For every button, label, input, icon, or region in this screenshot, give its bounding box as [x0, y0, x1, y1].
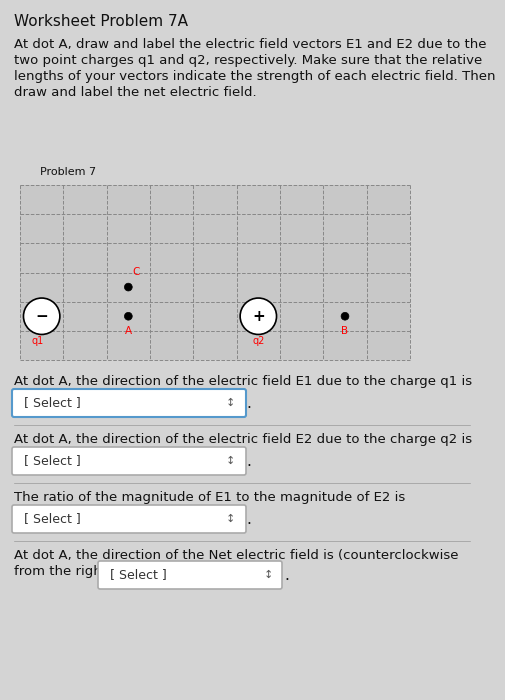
Text: At dot A, the direction of the electric field E2 due to the charge q2 is: At dot A, the direction of the electric …	[14, 433, 472, 446]
Text: .: .	[246, 454, 251, 468]
Text: At dot A, draw and label the electric field vectors E1 and E2 due to the: At dot A, draw and label the electric fi…	[14, 38, 486, 51]
Bar	[20, 185, 410, 360]
Text: draw and label the net electric field.: draw and label the net electric field.	[14, 86, 257, 99]
Text: ↕: ↕	[225, 456, 235, 466]
Text: from the right): from the right)	[14, 565, 112, 578]
Text: two point charges q1 and q2, respectively. Make sure that the relative: two point charges q1 and q2, respectivel…	[14, 54, 482, 67]
Text: At dot A, the direction of the Net electric field is (counterclockwise: At dot A, the direction of the Net elect…	[14, 549, 459, 562]
Circle shape	[124, 312, 132, 320]
FancyBboxPatch shape	[12, 389, 246, 417]
Text: ↕: ↕	[263, 570, 273, 580]
Circle shape	[341, 312, 349, 320]
Text: q1: q1	[31, 337, 44, 346]
Text: [ Select ]: [ Select ]	[24, 454, 81, 468]
Text: q2: q2	[252, 337, 265, 346]
Text: [ Select ]: [ Select ]	[24, 512, 81, 526]
Text: .: .	[246, 395, 251, 410]
Circle shape	[23, 298, 60, 335]
Circle shape	[124, 284, 132, 291]
Text: lengths of your vectors indicate the strength of each electric field. Then: lengths of your vectors indicate the str…	[14, 70, 495, 83]
Circle shape	[240, 298, 277, 335]
Text: A: A	[125, 326, 132, 337]
Text: −: −	[35, 309, 48, 323]
Text: The ratio of the magnitude of E1 to the magnitude of E2 is: The ratio of the magnitude of E1 to the …	[14, 491, 405, 504]
Text: ↕: ↕	[225, 514, 235, 524]
Text: +: +	[252, 309, 265, 323]
Text: [ Select ]: [ Select ]	[24, 396, 81, 410]
Text: ↕: ↕	[225, 398, 235, 408]
Text: [ Select ]: [ Select ]	[110, 568, 167, 582]
Text: Problem 7: Problem 7	[40, 167, 96, 177]
FancyBboxPatch shape	[98, 561, 282, 589]
Text: Worksheet Problem 7A: Worksheet Problem 7A	[14, 14, 188, 29]
Text: .: .	[284, 568, 289, 582]
Text: At dot A, the direction of the electric field E1 due to the charge q1 is: At dot A, the direction of the electric …	[14, 375, 472, 388]
FancyBboxPatch shape	[12, 447, 246, 475]
Text: C: C	[132, 267, 140, 277]
Text: B: B	[341, 326, 348, 337]
Text: .: .	[246, 512, 251, 526]
FancyBboxPatch shape	[12, 505, 246, 533]
